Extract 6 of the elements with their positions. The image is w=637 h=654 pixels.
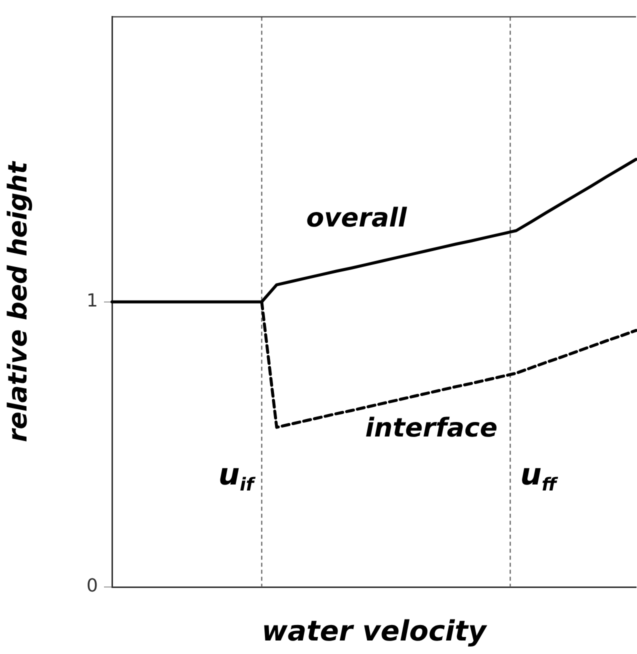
y-axis-title: relative bed height xyxy=(3,160,34,442)
series-label: interface xyxy=(365,414,498,444)
series-label: overall xyxy=(306,203,408,234)
y-tick-label: 0 xyxy=(86,576,98,597)
y-tick-label: 1 xyxy=(86,290,98,312)
x-axis-title: water velocity xyxy=(262,614,488,648)
